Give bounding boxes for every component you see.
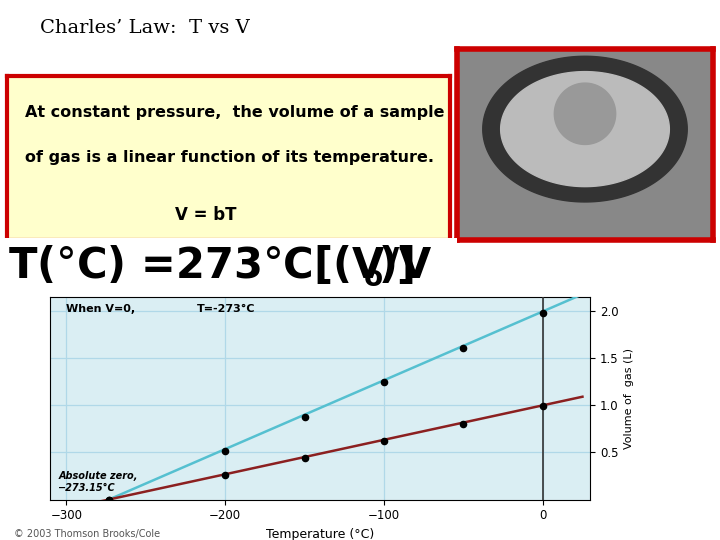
Text: )]: )] xyxy=(378,245,416,287)
Point xyxy=(378,378,390,387)
Point xyxy=(299,413,310,421)
Point xyxy=(220,447,231,456)
Point xyxy=(220,471,231,480)
Text: o: o xyxy=(364,265,382,293)
Text: of gas is a linear function of its temperature.: of gas is a linear function of its tempe… xyxy=(25,150,434,165)
Point xyxy=(458,420,469,428)
Point xyxy=(537,402,549,411)
Text: T=-273°C: T=-273°C xyxy=(197,303,255,314)
Text: Charles’ Law:  T vs V: Charles’ Law: T vs V xyxy=(40,19,249,37)
Text: T($\degree$C) =273$\degree$C[(V/V: T($\degree$C) =273$\degree$C[(V/V xyxy=(8,245,433,287)
Text: V = bT: V = bT xyxy=(176,206,237,224)
Point xyxy=(458,343,469,352)
Point xyxy=(537,309,549,318)
Text: © 2003 Thomson Brooks/Cole: © 2003 Thomson Brooks/Cole xyxy=(14,529,161,539)
Point xyxy=(104,495,115,504)
Text: At constant pressure,  the volume of a sample: At constant pressure, the volume of a sa… xyxy=(25,105,444,120)
Y-axis label: Volume of  gas (L): Volume of gas (L) xyxy=(624,348,634,449)
Point xyxy=(378,437,390,445)
Polygon shape xyxy=(483,56,687,202)
Text: Absolute zero,
−273.15°C: Absolute zero, −273.15°C xyxy=(58,471,138,493)
Point xyxy=(104,495,115,504)
X-axis label: Temperature (°C): Temperature (°C) xyxy=(266,528,374,540)
Point xyxy=(299,454,310,462)
Text: When V=0,: When V=0, xyxy=(66,303,135,314)
Polygon shape xyxy=(500,72,670,187)
Polygon shape xyxy=(554,83,616,144)
